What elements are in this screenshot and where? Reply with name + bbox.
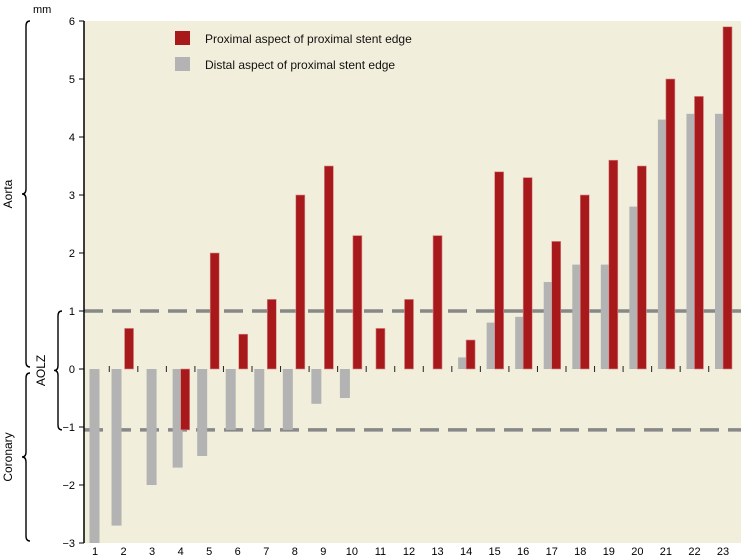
x-tick-label: 6 bbox=[235, 546, 241, 558]
region-braces: Aorta AOLZ Coronary bbox=[1, 20, 63, 542]
legend: Proximal aspect of proximal stent edge Di… bbox=[175, 31, 412, 72]
legend-label: Proximal aspect of proximal stent edge bbox=[205, 32, 412, 46]
legend-swatch bbox=[175, 57, 190, 71]
x-tick-label: 13 bbox=[431, 546, 443, 558]
bar-proximal-2 bbox=[124, 328, 134, 370]
y-tick-label: −2 bbox=[62, 480, 75, 492]
x-tick-label: 15 bbox=[489, 546, 501, 558]
bar-proximal-14 bbox=[465, 339, 476, 370]
x-tick-label: 10 bbox=[346, 546, 358, 558]
bar-proximal-6 bbox=[238, 333, 249, 370]
bar-distal-16 bbox=[515, 316, 526, 369]
bar-proximal-20 bbox=[637, 165, 647, 370]
bar-proximal-18 bbox=[579, 194, 590, 370]
bar-proximal-9 bbox=[324, 165, 334, 370]
y-tick-label: 3 bbox=[69, 190, 75, 202]
bar-distal-21 bbox=[657, 119, 668, 369]
bar-proximal-10 bbox=[352, 235, 363, 370]
y-tick-label: 0 bbox=[69, 364, 75, 376]
bar-proximal-17 bbox=[551, 241, 562, 370]
bar-distal-10 bbox=[339, 369, 350, 398]
x-tick-label: 5 bbox=[206, 546, 212, 558]
y-axis-unit-label: mm bbox=[33, 4, 51, 16]
x-tick-label: 2 bbox=[120, 546, 126, 558]
bar-distal-14 bbox=[458, 357, 469, 369]
bar-distal-20 bbox=[629, 206, 640, 369]
bar-proximal-21 bbox=[665, 78, 676, 370]
y-tick-label: −1 bbox=[62, 422, 75, 434]
x-tick-label: 14 bbox=[460, 546, 472, 558]
region-label-aolz: AOLZ bbox=[34, 355, 48, 386]
y-axis: 6 5 4 3 2 1 0 −1 −2 −3 bbox=[62, 16, 85, 550]
bar-distal-2 bbox=[111, 369, 122, 526]
region-label-aorta: Aorta bbox=[1, 179, 15, 208]
x-tick-label: 1 bbox=[92, 546, 98, 558]
x-tick-label: 17 bbox=[546, 546, 558, 558]
x-tick-label: 12 bbox=[403, 546, 415, 558]
x-tick-label: 19 bbox=[603, 546, 615, 558]
bar-distal-15 bbox=[486, 322, 497, 369]
x-tick-label: 9 bbox=[320, 546, 326, 558]
x-tick-label: 7 bbox=[263, 546, 269, 558]
bar-proximal-16 bbox=[522, 177, 533, 370]
bar-proximal-7 bbox=[266, 299, 277, 370]
x-tick-label: 23 bbox=[717, 546, 729, 558]
region-brace bbox=[53, 310, 63, 431]
bar-proximal-19 bbox=[608, 159, 619, 370]
bar-distal-4 bbox=[172, 369, 183, 468]
bar-proximal-23 bbox=[722, 26, 733, 370]
x-axis: 1 2 3 4 5 6 7 8 9 10 11 12 13 14 15 16 17 18 19 20 21 22 23 bbox=[92, 366, 729, 558]
bar-distal-22 bbox=[686, 113, 697, 369]
bar-proximal-22 bbox=[694, 96, 704, 370]
bar-proximal-8 bbox=[295, 194, 306, 370]
bars bbox=[89, 26, 733, 543]
bar-distal-5 bbox=[197, 369, 208, 456]
bar-distal-18 bbox=[572, 264, 583, 369]
bar-proximal-4 bbox=[180, 368, 190, 431]
bar-distal-19 bbox=[600, 264, 611, 369]
region-brace bbox=[21, 20, 31, 368]
y-tick-label: 4 bbox=[69, 132, 75, 144]
x-tick-label: 3 bbox=[149, 546, 155, 558]
legend-swatch bbox=[175, 31, 190, 45]
bar-proximal-12 bbox=[404, 299, 414, 370]
bar-distal-8 bbox=[282, 369, 293, 430]
y-tick-label: 1 bbox=[69, 306, 75, 318]
bar-distal-9 bbox=[311, 369, 322, 404]
x-tick-label: 22 bbox=[688, 546, 700, 558]
region-brace bbox=[21, 372, 31, 542]
bar-distal-3 bbox=[146, 369, 157, 485]
y-tick-label: −3 bbox=[62, 538, 75, 550]
x-tick-label: 20 bbox=[631, 546, 643, 558]
y-tick-label: 2 bbox=[69, 248, 75, 260]
x-tick-label: 16 bbox=[517, 546, 529, 558]
bar-distal-23 bbox=[715, 113, 725, 369]
bar-distal-17 bbox=[543, 282, 554, 369]
bar-proximal-13 bbox=[432, 235, 443, 370]
bar-proximal-5 bbox=[209, 252, 220, 370]
bar-proximal-11 bbox=[375, 328, 386, 370]
x-tick-label: 4 bbox=[178, 546, 184, 558]
legend-label: Distal aspect of proximal stent edge bbox=[205, 58, 395, 72]
bar-distal-7 bbox=[254, 369, 265, 430]
bar-proximal-15 bbox=[494, 171, 504, 370]
x-tick-label: 11 bbox=[375, 546, 386, 558]
x-tick-label: 8 bbox=[292, 546, 298, 558]
bar-distal-6 bbox=[225, 369, 236, 430]
region-label-coronary: Coronary bbox=[1, 432, 15, 481]
bar-distal-1 bbox=[89, 369, 100, 543]
y-tick-label: 6 bbox=[69, 16, 75, 28]
x-tick-label: 21 bbox=[660, 546, 672, 558]
x-tick-label: 18 bbox=[574, 546, 586, 558]
y-tick-label: 5 bbox=[69, 74, 75, 86]
